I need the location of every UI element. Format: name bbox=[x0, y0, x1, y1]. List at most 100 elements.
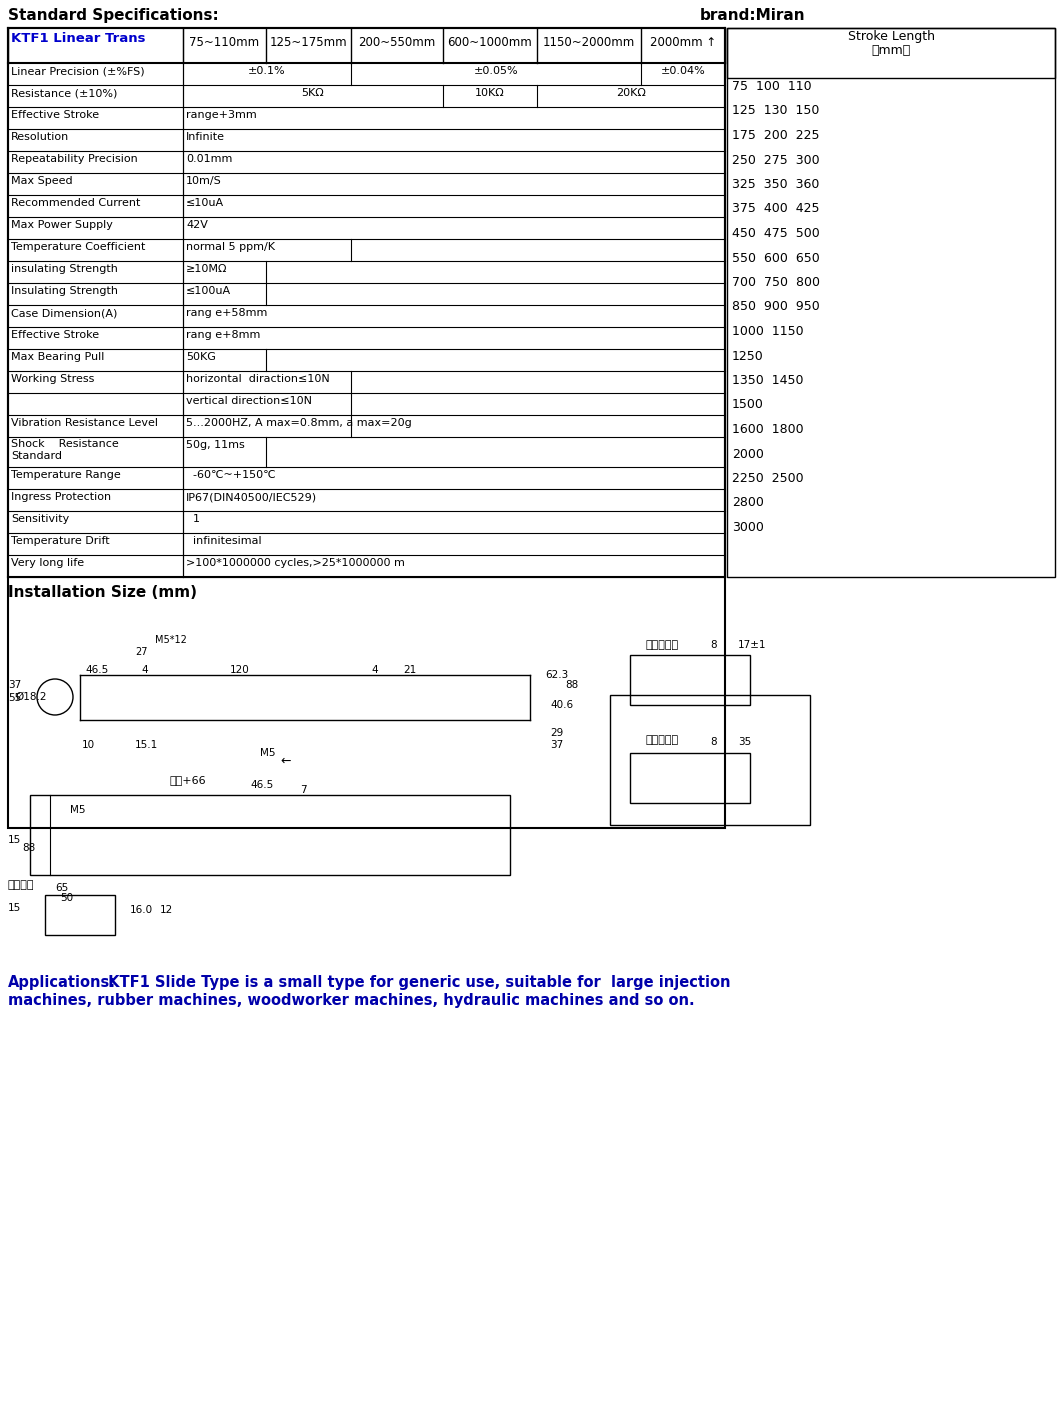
Text: 37: 37 bbox=[8, 680, 21, 690]
Text: ±0.1%: ±0.1% bbox=[248, 66, 286, 76]
Text: normal 5 ppm/K: normal 5 ppm/K bbox=[186, 242, 275, 252]
Text: 5KΩ: 5KΩ bbox=[302, 88, 324, 98]
Text: Temperature Range: Temperature Range bbox=[11, 471, 121, 481]
Text: 600~1000mm: 600~1000mm bbox=[447, 36, 532, 48]
Text: KTF1 Linear Trans: KTF1 Linear Trans bbox=[11, 31, 145, 46]
Text: Insulating Strength: Insulating Strength bbox=[11, 287, 118, 297]
Text: Case Dimension(A): Case Dimension(A) bbox=[11, 308, 118, 318]
Text: rang e+8mm: rang e+8mm bbox=[186, 329, 261, 339]
Text: Resolution: Resolution bbox=[11, 133, 69, 143]
Text: 75  100  110: 75 100 110 bbox=[732, 80, 812, 93]
Text: 29: 29 bbox=[550, 729, 563, 739]
Text: Max Power Supply: Max Power Supply bbox=[11, 220, 112, 230]
Text: 12: 12 bbox=[160, 906, 173, 915]
Text: 65: 65 bbox=[55, 883, 68, 893]
Text: Shock    Resistance: Shock Resistance bbox=[11, 439, 119, 449]
Text: 10: 10 bbox=[82, 740, 95, 750]
Text: 17±1: 17±1 bbox=[738, 640, 766, 650]
Text: 46.5: 46.5 bbox=[85, 665, 108, 674]
Text: ≤100uA: ≤100uA bbox=[186, 287, 231, 297]
Text: insulating Strength: insulating Strength bbox=[11, 264, 118, 274]
Text: 防水接头式: 防水接头式 bbox=[644, 640, 678, 650]
Text: 50KG: 50KG bbox=[186, 352, 216, 362]
Text: Working Stress: Working Stress bbox=[11, 374, 94, 384]
Text: 450  475  500: 450 475 500 bbox=[732, 227, 819, 240]
Text: Effective Stroke: Effective Stroke bbox=[11, 329, 100, 339]
Bar bbox=[30, 796, 510, 876]
Text: 20KΩ: 20KΩ bbox=[616, 88, 646, 98]
Text: M5: M5 bbox=[70, 806, 86, 816]
Text: ≤10uA: ≤10uA bbox=[186, 198, 224, 208]
Text: ±0.04%: ±0.04% bbox=[660, 66, 705, 76]
Text: 15: 15 bbox=[8, 903, 21, 913]
Text: 125~175mm: 125~175mm bbox=[269, 36, 347, 48]
Text: Repeatability Precision: Repeatability Precision bbox=[11, 154, 138, 164]
Text: Installation Size (mm): Installation Size (mm) bbox=[8, 585, 197, 600]
Text: 55: 55 bbox=[8, 693, 21, 703]
Text: 27: 27 bbox=[135, 647, 147, 657]
Text: Recommended Current: Recommended Current bbox=[11, 198, 140, 208]
Text: 700  750  800: 700 750 800 bbox=[732, 277, 820, 289]
Text: 航空插头式: 航空插头式 bbox=[644, 734, 678, 744]
Text: Max Bearing Pull: Max Bearing Pull bbox=[11, 352, 104, 362]
Text: 4: 4 bbox=[372, 665, 378, 674]
Text: 2800: 2800 bbox=[732, 496, 764, 509]
Text: Standard: Standard bbox=[11, 451, 61, 461]
Text: ≥10MΩ: ≥10MΩ bbox=[186, 264, 228, 274]
Text: 120: 120 bbox=[230, 665, 250, 674]
Text: 16.0: 16.0 bbox=[130, 906, 153, 915]
Text: （mm）: （mm） bbox=[871, 44, 911, 57]
Bar bbox=[727, 29, 1055, 578]
Text: 375  400  425: 375 400 425 bbox=[732, 202, 819, 215]
Text: 7: 7 bbox=[300, 784, 306, 796]
Text: 1: 1 bbox=[186, 513, 200, 523]
Text: 550  600  650: 550 600 650 bbox=[732, 251, 819, 264]
Text: >100*1000000 cycles,>25*1000000 m: >100*1000000 cycles,>25*1000000 m bbox=[186, 558, 405, 568]
Text: 型号+66: 型号+66 bbox=[170, 774, 207, 784]
Text: Vibration Resistance Level: Vibration Resistance Level bbox=[11, 418, 158, 428]
Text: 88: 88 bbox=[22, 843, 35, 853]
Text: Temperature Drift: Temperature Drift bbox=[11, 536, 109, 546]
Text: horizontal  diraction≤10N: horizontal diraction≤10N bbox=[186, 374, 330, 384]
Text: 46.5: 46.5 bbox=[250, 780, 273, 790]
Text: 安装支架: 安装支架 bbox=[8, 880, 35, 890]
Text: 40.6: 40.6 bbox=[550, 700, 573, 710]
Text: 200~550mm: 200~550mm bbox=[358, 36, 436, 48]
Text: 2000: 2000 bbox=[732, 448, 764, 461]
Text: ±0.05%: ±0.05% bbox=[474, 66, 518, 76]
Text: 1600  1800: 1600 1800 bbox=[732, 424, 803, 436]
Text: Stroke Length: Stroke Length bbox=[848, 30, 935, 43]
Text: brand:Miran: brand:Miran bbox=[700, 9, 806, 23]
Text: Ø18.2: Ø18.2 bbox=[15, 692, 47, 702]
Bar bbox=[610, 694, 810, 826]
Text: 4: 4 bbox=[142, 665, 148, 674]
Text: 21: 21 bbox=[404, 665, 417, 674]
Text: 8: 8 bbox=[710, 640, 717, 650]
Text: 175  200  225: 175 200 225 bbox=[732, 128, 819, 143]
Text: Ingress Protection: Ingress Protection bbox=[11, 492, 111, 502]
Text: 8: 8 bbox=[710, 737, 717, 747]
Bar bbox=[630, 753, 750, 803]
Text: 0.01mm: 0.01mm bbox=[186, 154, 232, 164]
Text: 1250: 1250 bbox=[732, 349, 764, 362]
Text: 2000mm ↑: 2000mm ↑ bbox=[650, 36, 717, 48]
Text: 1000  1150: 1000 1150 bbox=[732, 325, 803, 338]
Text: KTF1 Slide Type is a small type for generic use, suitable for  large injection: KTF1 Slide Type is a small type for gene… bbox=[103, 975, 730, 990]
Text: M5*12: M5*12 bbox=[155, 635, 187, 645]
Text: 15: 15 bbox=[8, 836, 21, 846]
Text: 62.3: 62.3 bbox=[545, 670, 568, 680]
Text: -60℃~+150℃: -60℃~+150℃ bbox=[186, 471, 276, 481]
Text: 37: 37 bbox=[550, 740, 563, 750]
Text: rang e+58mm: rang e+58mm bbox=[186, 308, 267, 318]
Text: IP67(DIN40500/IEC529): IP67(DIN40500/IEC529) bbox=[186, 492, 317, 502]
Text: 1350  1450: 1350 1450 bbox=[732, 374, 803, 386]
Bar bbox=[8, 29, 725, 829]
Text: Temperature Coefficient: Temperature Coefficient bbox=[11, 242, 145, 252]
Text: 75~110mm: 75~110mm bbox=[189, 36, 259, 48]
Bar bbox=[630, 655, 750, 704]
Text: 15.1: 15.1 bbox=[135, 740, 158, 750]
Text: Standard Specifications:: Standard Specifications: bbox=[8, 9, 218, 23]
Text: 250  275  300: 250 275 300 bbox=[732, 154, 819, 167]
Text: Infinite: Infinite bbox=[186, 133, 225, 143]
Text: 50: 50 bbox=[60, 893, 73, 903]
